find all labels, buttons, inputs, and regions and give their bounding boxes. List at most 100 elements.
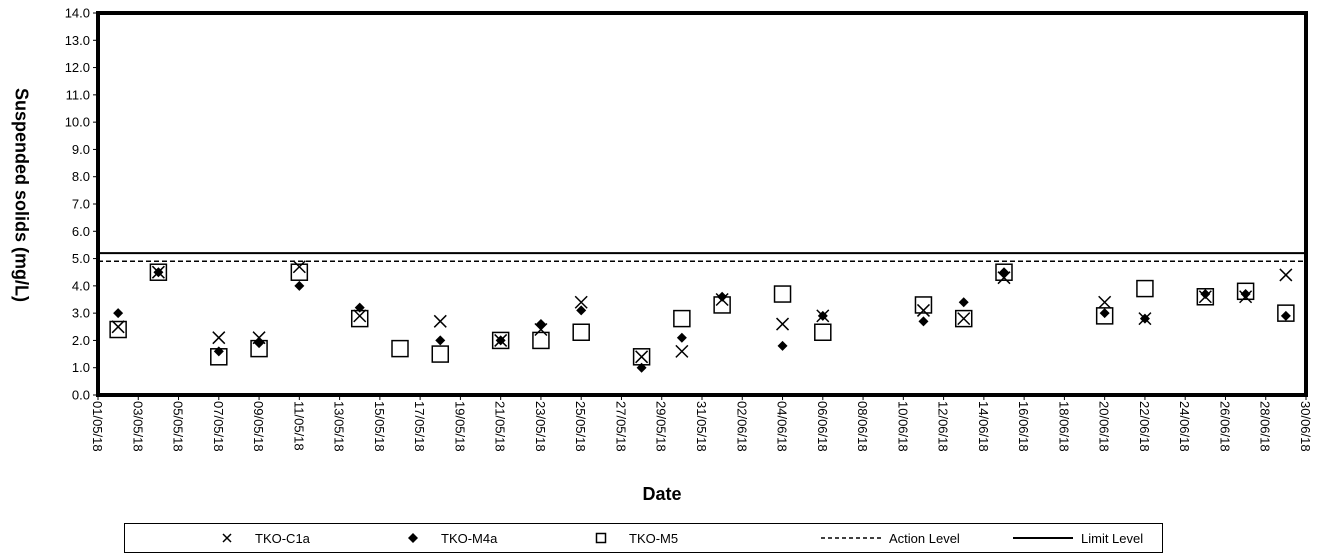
tko-c1a-point — [252, 331, 266, 345]
x-tick-label: 24/06/18 — [1177, 401, 1192, 452]
tko-m4a-point — [535, 319, 546, 330]
y-tick-label: 2.0 — [72, 333, 90, 348]
tko-m4a-point — [777, 340, 788, 351]
tko-m4a-point — [999, 267, 1009, 278]
y-axis-ticks: 0.0 1.0 2.0 3.0 4.0 5.0 6.0 7.0 8.0 9.0 10.0 11.0 12… — [65, 6, 98, 403]
tko-m5-point — [109, 320, 127, 339]
tko-m4a-point — [1099, 308, 1110, 319]
tko-c1a-point — [212, 331, 226, 345]
tko-m5-point — [1277, 304, 1295, 322]
y-tick-label: 11.0 — [66, 87, 90, 102]
tko-m5-point — [210, 348, 228, 366]
x-tick-label: 23/05/18 — [533, 401, 548, 452]
x-tick-label: 01/05/18 — [90, 401, 105, 452]
tko-c1a-point — [433, 314, 447, 328]
tko-m5-point — [572, 323, 590, 341]
tko-c1a-point — [675, 344, 689, 358]
tko-m4a-point — [676, 332, 687, 343]
tko-m4a-point — [213, 346, 224, 357]
x-tick-label: 04/06/18 — [775, 401, 790, 452]
y-tick-label: 5.0 — [72, 251, 90, 266]
tko-m4a-point — [918, 316, 929, 327]
x-tick-label: 30/06/18 — [1298, 401, 1313, 452]
y-tick-label: 7.0 — [72, 197, 90, 212]
x-tick-label: 29/05/18 — [654, 401, 669, 452]
x-tick-label: 18/06/18 — [1056, 401, 1071, 452]
x-tick-label: 26/06/18 — [1217, 401, 1232, 452]
x-tick-label: 11/05/18 — [291, 401, 306, 451]
legend-item-limit-level: Limit Level — [1013, 524, 1143, 552]
legend-label-tko-c1a: TKO-C1a — [255, 530, 310, 546]
legend-label-action-level: Action Level — [889, 530, 960, 546]
legend: TKO-C1a TKO-M4a TKO-M5 Action Level Limi… — [124, 523, 1163, 553]
y-tick-label: 10.0 — [65, 115, 90, 130]
tko-m4a-point — [113, 308, 124, 319]
x-tick-label: 28/06/18 — [1258, 401, 1273, 452]
x-tick-label: 03/05/18 — [130, 401, 145, 452]
y-axis-label: Suspended solids (mg/L) — [11, 87, 32, 303]
tko-m5-point — [673, 309, 691, 328]
tko-m5-point — [290, 263, 309, 281]
tko-m5-point — [491, 331, 510, 350]
y-tick-label: 9.0 — [72, 142, 90, 157]
legend-item-tko-c1a: TKO-C1a — [221, 524, 310, 552]
tko-m5-point — [1196, 288, 1215, 306]
x-tick-label: 07/05/18 — [211, 401, 226, 452]
x-tick-label: 20/06/18 — [1097, 401, 1112, 452]
legend-item-action-level: Action Level — [821, 524, 960, 552]
y-tick-label: 8.0 — [72, 169, 90, 184]
tko-m5-point — [914, 296, 933, 314]
x-tick-label: 13/05/18 — [332, 401, 347, 452]
y-tick-label: 0.0 — [72, 388, 90, 403]
tko-m5-point — [532, 331, 550, 350]
tko-m4a-point — [435, 335, 446, 346]
y-axis-label-container: Suspended solids (mg/L) — [8, 45, 34, 345]
x-tick-label: 06/06/18 — [815, 401, 830, 452]
tko-m4a-point — [254, 338, 265, 349]
dashed-line-icon — [821, 537, 881, 539]
x-tick-label: 22/06/18 — [1137, 401, 1152, 452]
legend-label-tko-m5: TKO-M5 — [629, 530, 679, 546]
square-marker-icon — [595, 532, 607, 544]
solid-line-icon — [1013, 537, 1073, 539]
x-tick-label: 02/06/18 — [734, 401, 749, 452]
x-axis-ticks: 01/05/18 03/05/18 05/05/18 07/05/18 09/05/18… — [90, 395, 1313, 452]
x-tick-label: 05/05/18 — [171, 401, 186, 452]
legend-item-tko-m4a: TKO-M4a — [407, 524, 497, 552]
tko-m5-point — [713, 296, 731, 314]
legend-label-tko-m4a: TKO-M4a — [441, 530, 498, 546]
tko-m5-point — [431, 345, 450, 363]
tko-m5-point — [391, 339, 409, 358]
x-tick-label: 15/05/18 — [372, 401, 387, 452]
x-tick-label: 14/06/18 — [976, 401, 991, 452]
tko-c1a-point — [635, 350, 649, 364]
x-tick-label: 16/06/18 — [1016, 401, 1031, 452]
tko-m4a-point — [1139, 313, 1150, 324]
y-tick-label: 13.0 — [65, 33, 90, 48]
tko-m5-point — [1136, 279, 1154, 298]
x-tick-label: 25/05/18 — [573, 401, 588, 452]
tko-c1a-point — [534, 322, 548, 337]
tko-c1a-point — [1279, 268, 1293, 282]
tko-c1a-point — [111, 320, 125, 334]
tko-m4a-point — [153, 267, 164, 278]
y-tick-label: 1.0 — [72, 360, 90, 375]
y-tick-label: 6.0 — [72, 224, 90, 239]
y-tick-label: 14.0 — [65, 6, 90, 21]
tko-m5-point — [773, 285, 792, 303]
tko-c1a-point — [1098, 295, 1112, 309]
tko-m5-point — [995, 263, 1013, 281]
tko-c1a-point — [957, 312, 971, 326]
plot-area-frame — [96, 11, 1308, 397]
x-tick-label: 10/06/18 — [895, 401, 910, 452]
tko-c1a-point — [776, 317, 790, 331]
x-marker-icon — [222, 533, 232, 543]
x-tick-label: 21/05/18 — [493, 401, 508, 452]
x-tick-label: 19/05/18 — [452, 401, 467, 452]
tko-m5-point — [149, 263, 168, 281]
tko-m5-point — [1236, 282, 1255, 301]
tko-c1a-point — [353, 309, 367, 323]
tko-m5-point — [954, 309, 973, 328]
tko-m4a-point — [576, 305, 587, 316]
